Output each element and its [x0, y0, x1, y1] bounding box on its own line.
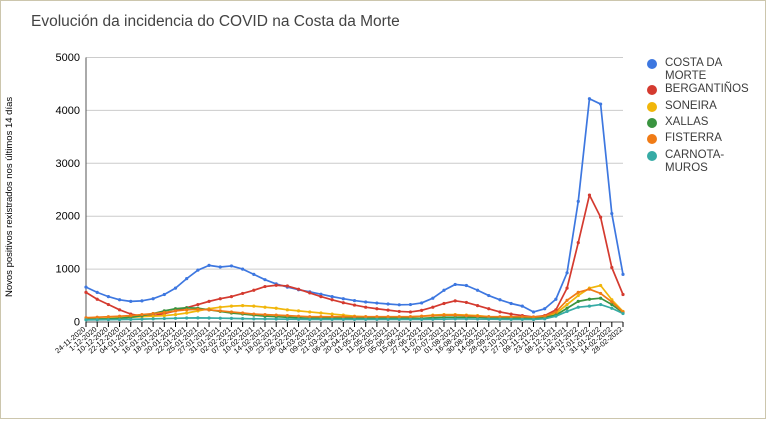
svg-text:4000: 4000 [56, 105, 80, 117]
svg-text:5000: 5000 [56, 52, 80, 64]
svg-text:1000: 1000 [56, 264, 80, 276]
svg-text:3000: 3000 [56, 158, 80, 170]
svg-text:2000: 2000 [56, 211, 80, 223]
